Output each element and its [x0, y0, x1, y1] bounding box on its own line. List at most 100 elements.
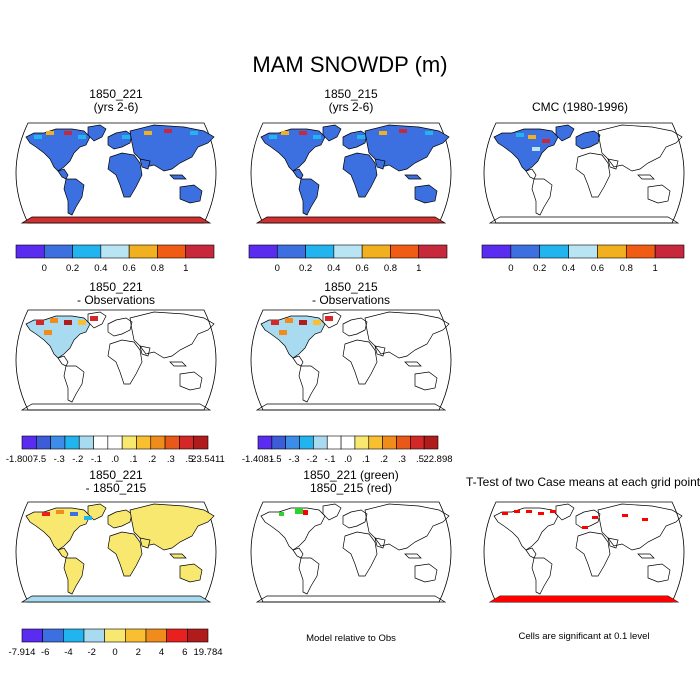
colorbar-segment: [93, 435, 109, 450]
panel-title-line1: 1850_215: [324, 280, 378, 294]
snow-cell: [64, 131, 72, 135]
landmass-europe: [342, 509, 368, 529]
panel-title-line1: 1850_221: [89, 87, 143, 101]
red-cell: [303, 510, 308, 515]
sig-antarctica: [490, 596, 678, 602]
landmass-antarctica: [255, 403, 447, 411]
snow-cell: [144, 131, 152, 135]
landmass-namerica: [260, 128, 326, 172]
colorbar-segment: [164, 435, 180, 450]
colorbar-tick-label: 0.4: [562, 263, 575, 274]
sig-cell: [582, 526, 588, 529]
bias-cell: [90, 316, 98, 321]
map-1850-215: [250, 122, 452, 224]
colorbar-segment: [63, 628, 85, 643]
landmass-samerica: [531, 178, 553, 216]
panel-title-line2: - Observations: [311, 293, 391, 307]
landmass-camerica: [525, 547, 537, 559]
colorbar-diff: -7.914 -6 -4 -2 0 2 4 6 19.784: [9, 628, 223, 658]
landmass-australia: [179, 563, 203, 583]
panel-title-diff: 1850_221 - 1850_215: [36, 469, 196, 495]
colorbar-tick-label: 0.6: [356, 263, 369, 274]
bias-cell: [313, 320, 321, 325]
landmass-asia: [129, 124, 215, 172]
colorbar-tick-label: .0: [344, 454, 352, 465]
landmass-namerica: [260, 315, 326, 359]
landmass-antarctica: [20, 216, 212, 224]
bias-cell: [44, 330, 52, 335]
green-cell: [279, 512, 284, 516]
colorbar-tick-label: 0.2: [299, 263, 312, 274]
colorbar-tick-label: .3: [167, 454, 175, 465]
colorbar-segment: [21, 628, 43, 643]
landmass-namerica: [25, 507, 91, 551]
colorbar-tick-label: 0.4: [94, 263, 107, 274]
snow-cell: [190, 131, 198, 135]
landmass-arabia: [607, 158, 619, 170]
landmass-australia: [647, 184, 671, 204]
landmass-namerica: [25, 315, 91, 359]
colorbar-tick-label: .2: [380, 454, 388, 465]
colorbar-tick-label: -.3: [288, 454, 299, 465]
bias-cell: [271, 320, 279, 325]
colorbar-tick-label: 0.8: [384, 263, 397, 274]
landmass-camerica: [57, 355, 69, 367]
map-cmc: [483, 122, 685, 224]
landmass-camerica: [525, 168, 537, 180]
landmass-asia: [129, 311, 215, 359]
colorbar-segment: [128, 244, 158, 259]
colorbar-segment: [625, 244, 656, 259]
colorbar-segment: [510, 244, 541, 259]
landmass-indonesia: [169, 553, 187, 559]
snow-cell: [532, 147, 540, 151]
sig-cell: [642, 518, 648, 521]
footnote-model-relative: Model relative to Obs: [306, 633, 396, 644]
sig-cell: [502, 512, 508, 515]
sig-cell: [514, 510, 520, 513]
colorbar-tick-label: 1: [652, 263, 657, 274]
colorbar-tick-label: 0.4: [327, 263, 340, 274]
colorbar-tick-label: 0: [42, 263, 47, 274]
panel-title-bias-221: 1850_221 - Observations: [36, 281, 196, 307]
landmass-samerica: [531, 557, 553, 595]
colorbar-segment: [50, 435, 66, 450]
colorbar-segment: [326, 435, 342, 450]
snow-cell: [164, 129, 172, 133]
colorbar-segment: [100, 244, 130, 259]
colorbar-segment: [361, 244, 391, 259]
colorbar-segment: [187, 628, 209, 643]
landmass-arabia: [607, 537, 619, 549]
colorbar-tick-label: .5: [185, 454, 193, 465]
colorbar-segment: [125, 628, 147, 643]
landmass-asia: [597, 503, 683, 551]
landmass-greenland: [87, 311, 107, 329]
map-compare: [250, 501, 452, 603]
colorbar-tick-label: .2: [148, 454, 156, 465]
landmass-europe: [575, 509, 601, 529]
colorbar-segment: [185, 244, 215, 259]
map-diff: [15, 501, 217, 603]
sig-cell: [538, 512, 544, 515]
sig-cell: [526, 510, 532, 513]
colorbar-tick-label: 0.2: [66, 263, 79, 274]
bias-cell: [299, 320, 307, 325]
panel-title-bias-215: 1850_215 - Observations: [271, 281, 431, 307]
colorbar-segment: [396, 435, 411, 450]
landmass-samerica: [63, 178, 85, 216]
landmass-arabia: [139, 345, 151, 357]
colorbar-tick-label: 0.8: [151, 263, 164, 274]
colorbar-segment: [305, 244, 335, 259]
colorbar-tick-label: -.5: [35, 454, 46, 465]
map-border: [250, 501, 452, 603]
colorbar-segment: [104, 628, 126, 643]
colorbar-segment: [107, 435, 123, 450]
landmass-indonesia: [404, 361, 422, 367]
colorbar-segment: [340, 435, 356, 450]
diff-cell: [70, 512, 78, 516]
landmass-indonesia: [404, 553, 422, 559]
colorbar-tick-label: 2: [136, 647, 141, 658]
landmass-africa: [107, 152, 143, 198]
landmass-europe: [575, 130, 601, 150]
map-bias-215: [250, 309, 452, 411]
snow-cell: [357, 135, 365, 139]
